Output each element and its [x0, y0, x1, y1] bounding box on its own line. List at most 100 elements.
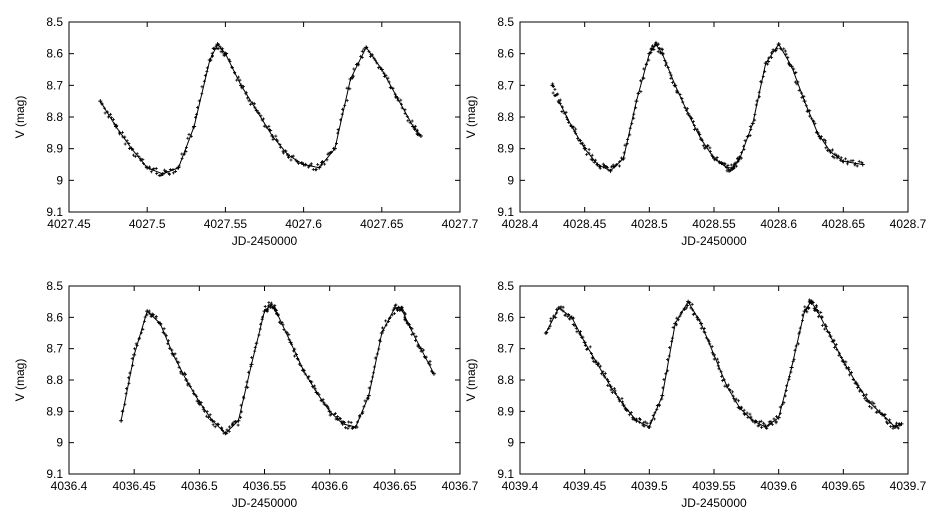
x-tick-label: 4027.7	[442, 217, 479, 231]
data-point	[831, 154, 835, 158]
data-point	[745, 411, 749, 415]
data-point	[766, 62, 770, 66]
data-point	[227, 429, 231, 433]
data-point	[267, 301, 271, 305]
data-point	[216, 47, 220, 51]
x-tick-label: 4039.5	[631, 479, 668, 493]
data-point	[860, 160, 864, 164]
data-point	[394, 303, 398, 307]
data-point	[291, 154, 295, 158]
data-point	[333, 411, 337, 415]
plot-frame	[519, 285, 909, 475]
y-axis-label: V (mag)	[464, 96, 478, 139]
data-point	[645, 421, 649, 425]
data-point	[731, 390, 735, 394]
plot-frame	[519, 21, 909, 213]
data-point	[273, 304, 277, 308]
data-point	[715, 357, 719, 361]
data-point	[293, 354, 297, 358]
x-tick-label: 4036.55	[243, 479, 287, 493]
data-point	[844, 360, 848, 364]
data-point	[213, 425, 217, 429]
chart-panel-3: 4036.4 4036.45 4036.5 4036.55 4036.6 4036.65 4…	[13, 279, 479, 510]
data-point	[346, 426, 350, 430]
x-tick-label: 4028.55	[692, 217, 736, 231]
data-point	[721, 379, 725, 383]
x-tick-label: 4027.6	[285, 217, 322, 231]
x-tick-label: 4036.7	[442, 479, 479, 493]
data-point	[701, 144, 705, 148]
data-point	[870, 406, 874, 410]
data-point	[349, 421, 353, 425]
data-point	[316, 162, 320, 166]
data-point	[590, 153, 594, 157]
y-axis-label: V (mag)	[464, 359, 478, 402]
data-point	[886, 421, 890, 425]
data-point	[341, 420, 345, 424]
data-point	[863, 396, 867, 400]
data-point	[684, 306, 688, 310]
x-tick-label: 4039.45	[563, 479, 607, 493]
data-point	[195, 399, 199, 403]
data-point	[321, 159, 325, 163]
x-tick-label: 4027.45	[47, 217, 91, 231]
data-point	[603, 371, 607, 375]
data-point	[571, 323, 575, 327]
data-point	[351, 76, 355, 80]
data-point	[748, 133, 752, 137]
x-tick-label: 4027.5	[129, 217, 166, 231]
data-point	[592, 160, 596, 164]
data-point	[344, 426, 348, 430]
plot-frame	[68, 21, 461, 213]
x-tick-label: 4028.45	[563, 217, 607, 231]
data-point	[690, 302, 694, 306]
data-point	[543, 331, 548, 335]
data-point	[598, 166, 602, 170]
data-point	[297, 161, 301, 165]
y-tick-label: 9	[507, 173, 514, 187]
data-point	[152, 313, 156, 317]
x-tick-label: 4028.7	[890, 217, 927, 231]
data-point	[652, 48, 656, 52]
data-point	[235, 78, 239, 82]
data-point	[309, 162, 313, 166]
data-point	[656, 50, 660, 54]
data-point	[715, 156, 719, 160]
data-point	[839, 156, 843, 160]
y-tick-label: 8.7	[497, 342, 514, 356]
data-point	[740, 405, 744, 409]
y-tick-label: 9.1	[497, 205, 514, 219]
data-point	[703, 146, 707, 150]
data-point	[171, 171, 175, 175]
data-point	[177, 360, 181, 364]
data-point	[770, 422, 774, 426]
y-tick-label: 8.5	[46, 279, 63, 293]
data-point	[363, 399, 367, 403]
x-tick-label: 4027.55	[204, 217, 248, 231]
data-point	[106, 115, 110, 119]
data-point	[180, 152, 184, 156]
data-point	[368, 54, 372, 58]
data-point	[699, 326, 703, 330]
y-tick-label: 8.6	[46, 47, 63, 61]
data-point	[147, 309, 151, 313]
chart-panel-1: 4027.45 4027.5 4027.55 4027.6 4027.65 4027.7 8…	[13, 15, 479, 248]
data-point	[179, 371, 183, 375]
data-point	[599, 372, 603, 376]
x-axis-label: JD-2450000	[232, 496, 298, 510]
data-point	[271, 137, 275, 141]
data-point	[813, 308, 817, 312]
data-point	[783, 49, 787, 53]
data-point	[864, 398, 868, 402]
fit-curve-line	[545, 300, 902, 428]
x-tick-label: 4036.6	[311, 479, 348, 493]
data-point	[888, 418, 892, 422]
data-point	[566, 315, 570, 319]
data-point	[133, 155, 137, 159]
data-point	[287, 333, 291, 337]
x-tick-label: 4039.6	[760, 479, 797, 493]
y-tick-label: 8.9	[46, 142, 63, 156]
x-axis-label: JD-2450000	[681, 496, 747, 510]
data-point	[281, 149, 285, 153]
